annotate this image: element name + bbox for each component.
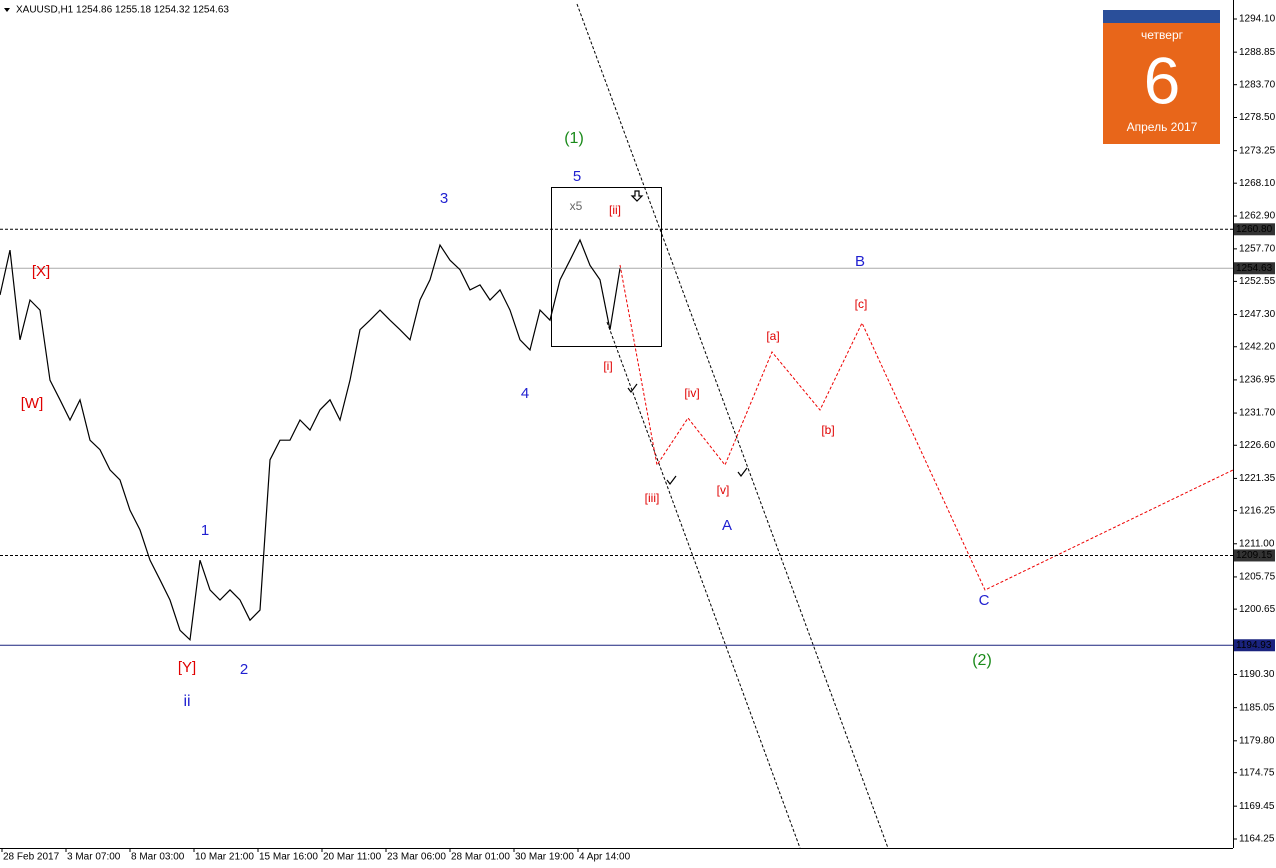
level-tag	[1234, 549, 1275, 562]
x-tick-label: 15 Mar 16:00	[259, 852, 318, 863]
price-line	[0, 238, 621, 642]
y-tick-label: 1257.70	[1239, 244, 1276, 255]
y-tick-label: 1169.45	[1239, 801, 1275, 812]
level-label: 1254.63	[1236, 263, 1273, 274]
check-mark	[627, 383, 638, 393]
x-tick-label: 28 Feb 2017	[3, 852, 60, 863]
x-tick-label: 23 Mar 06:00	[387, 852, 446, 863]
check-mark	[666, 475, 677, 485]
y-tick-label: 1164.25	[1239, 834, 1275, 845]
y-tick-label: 1174.75	[1239, 767, 1275, 778]
calendar-bg	[1103, 10, 1220, 144]
wave-label: 2	[240, 661, 248, 678]
wave-label: [b]	[821, 423, 834, 437]
wave-label: [W]	[21, 395, 44, 412]
wave-label: A	[722, 517, 732, 534]
wave-label: [iv]	[684, 386, 699, 400]
wave-label: [c]	[855, 297, 868, 311]
calendar-rings	[1103, 10, 1220, 23]
wave-label: C	[979, 592, 990, 609]
y-tick-label: 1236.95	[1239, 375, 1276, 386]
channel	[576, 3, 889, 849]
check-marks	[627, 190, 748, 485]
y-tick-label: 1231.70	[1239, 408, 1276, 419]
check-mark	[737, 467, 748, 477]
level-label: 1209.15	[1236, 550, 1273, 561]
menu-arrow[interactable]	[4, 8, 10, 12]
wave-label: (1)	[564, 130, 584, 147]
wave-label: 1	[201, 522, 209, 539]
calendar-month: Апрель 2017	[1127, 120, 1198, 134]
wave-label: [X]	[32, 263, 50, 280]
level-tag	[1234, 639, 1275, 652]
level-label: 1194.93	[1236, 640, 1272, 651]
y-tick-label: 1252.55	[1239, 276, 1276, 287]
y-tick-label: 1288.85	[1239, 47, 1276, 58]
wave-label: 4	[521, 385, 529, 402]
y-tick-label: 1205.75	[1239, 572, 1276, 583]
y-tick-label: 1221.35	[1239, 473, 1276, 484]
y-tick-label: 1273.25	[1239, 145, 1276, 156]
y-tick-label: 1268.10	[1239, 178, 1276, 189]
x-tick-label: 3 Mar 07:00	[67, 852, 121, 863]
y-tick-label: 1247.30	[1239, 309, 1276, 320]
level-tag	[1234, 223, 1275, 236]
wave-label: [Y]	[178, 659, 196, 676]
y-tick-label: 1283.70	[1239, 79, 1276, 90]
wave-label: [a]	[766, 329, 779, 343]
symbol-header: XAUUSD,H1 1254.86 1255.18 1254.32 1254.6…	[16, 5, 229, 16]
y-tick-label: 1294.10	[1239, 14, 1276, 25]
y-tick-label: 1185.05	[1239, 702, 1275, 713]
x-tick-label: 4 Apr 14:00	[579, 852, 631, 863]
arrow-icon	[630, 190, 644, 202]
level-tag	[1234, 262, 1275, 275]
wave-label: B	[855, 253, 865, 270]
calendar-day: 6	[1144, 43, 1181, 117]
wave-label: (2)	[972, 652, 992, 669]
y-tick-label: 1211.00	[1239, 538, 1275, 549]
wave-label: [ii]	[609, 203, 621, 217]
y-tick-label: 1190.30	[1239, 669, 1275, 680]
channel-line	[606, 321, 801, 849]
y-tick-label: 1242.20	[1239, 341, 1276, 352]
wave-label: x5	[570, 199, 583, 213]
x-tick-label: 8 Mar 03:00	[131, 852, 185, 863]
x-tick-label: 20 Mar 11:00	[323, 852, 382, 863]
y-tick-label: 1216.25	[1239, 505, 1276, 516]
wave-label: [iii]	[645, 491, 660, 505]
projection-path	[619, 264, 1234, 591]
selection-box	[551, 187, 662, 347]
y-tick-label: 1200.65	[1239, 604, 1276, 615]
wave-label: [v]	[717, 483, 730, 497]
level-label: 1260.80	[1236, 224, 1273, 235]
wave-label: [i]	[603, 359, 612, 373]
x-tick-label: 30 Mar 19:00	[515, 852, 574, 863]
y-tick-label: 1278.50	[1239, 112, 1276, 123]
x-tick-label: 10 Mar 21:00	[195, 852, 254, 863]
x-tick-label: 28 Mar 01:00	[451, 852, 510, 863]
y-tick-label: 1226.60	[1239, 440, 1276, 451]
wave-label: ii	[183, 693, 190, 710]
calendar-weekday: четверг	[1141, 28, 1184, 42]
wave-label: 3	[440, 190, 448, 207]
wave-label: 5	[573, 168, 581, 185]
calendar-widget: четверг 6 Апрель 2017	[1103, 10, 1220, 144]
y-tick-label: 1179.80	[1239, 735, 1275, 746]
y-tick-label: 1262.90	[1239, 211, 1276, 222]
